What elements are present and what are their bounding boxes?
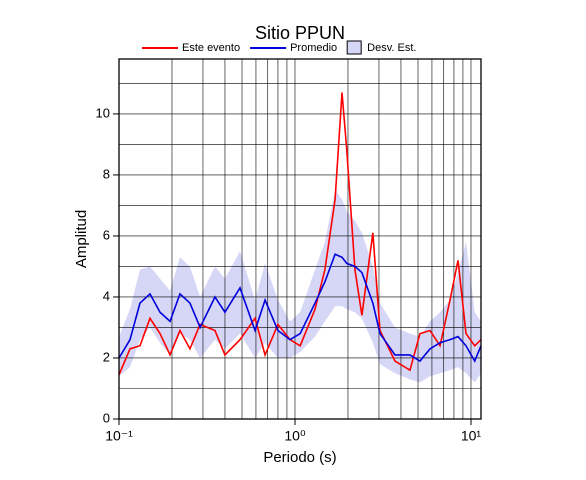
legend-swatch (346, 40, 362, 55)
chart-title: Sitio PPUN (255, 23, 345, 43)
y-tick-label: 8 (103, 166, 110, 181)
legend-label: Este evento (182, 42, 240, 54)
y-tick-label: 2 (103, 349, 110, 364)
y-tick-label: 0 (103, 410, 110, 425)
x-tick-label: 10⁻¹ (105, 428, 133, 444)
y-tick-label: 6 (103, 227, 110, 242)
x-tick-label: 10⁰ (284, 428, 306, 444)
y-tick-label: 4 (103, 288, 110, 303)
std-band (119, 190, 481, 383)
x-tick-label: 10¹ (461, 428, 482, 444)
plot-frame (118, 58, 482, 420)
legend-label: Promedio (290, 42, 337, 54)
y-tick-label: 10 (96, 105, 110, 120)
series-line (118, 92, 482, 376)
legend-label: Desv. Est. (367, 42, 416, 54)
x-axis-label: Periodo (s) (263, 449, 336, 466)
series-line (118, 253, 482, 363)
y-axis-label: Amplitud (73, 210, 90, 268)
